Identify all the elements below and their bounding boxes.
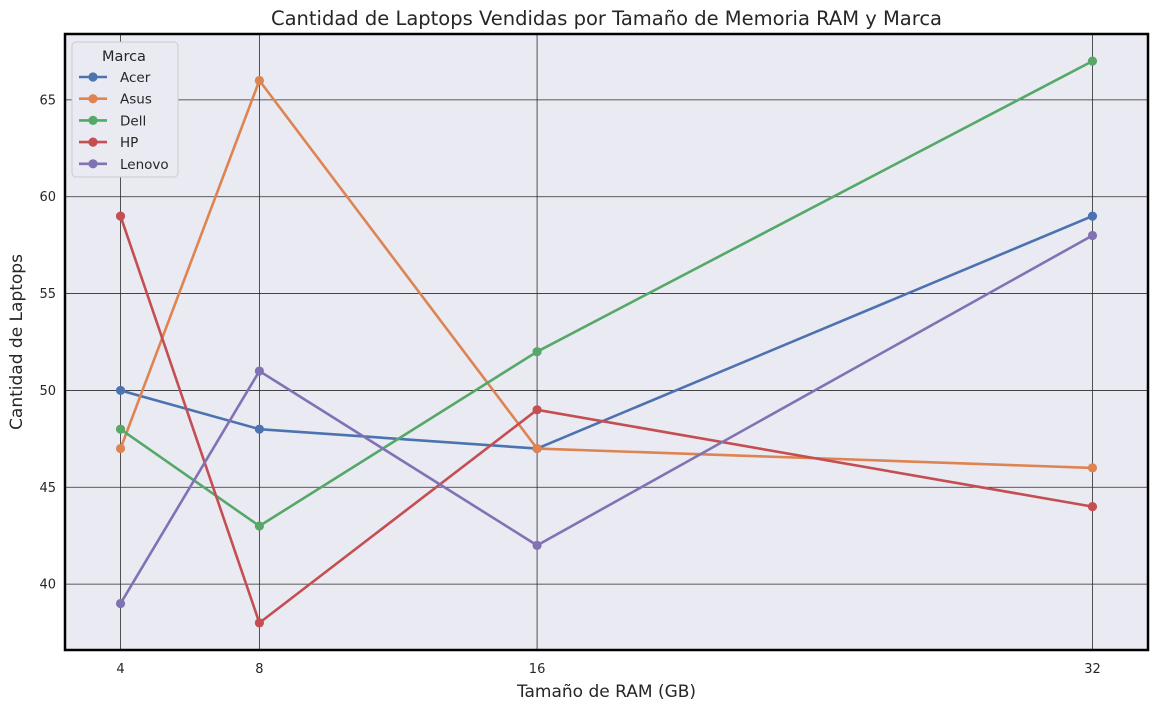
legend-label: Asus bbox=[120, 92, 152, 108]
y-tick-label: 55 bbox=[39, 287, 56, 302]
data-point bbox=[532, 443, 542, 454]
x-tick-label: 32 bbox=[1084, 662, 1101, 677]
x-tick-label: 4 bbox=[116, 662, 124, 677]
legend-title: Marca bbox=[102, 49, 146, 65]
x-axis-ticks: 4 8 16 32 bbox=[116, 662, 1100, 677]
series-line bbox=[119, 59, 1094, 528]
data-point bbox=[1087, 502, 1098, 512]
y-tick-label: 65 bbox=[39, 93, 56, 108]
series-dell bbox=[115, 56, 1098, 531]
data-point bbox=[254, 618, 264, 628]
series-lenovo bbox=[115, 230, 1098, 609]
data-point bbox=[1087, 56, 1098, 66]
series-lines bbox=[115, 56, 1098, 628]
y-tick-label: 60 bbox=[39, 190, 56, 205]
data-point bbox=[532, 405, 542, 415]
legend-item-hp: HP bbox=[79, 135, 138, 151]
x-tick-label: 8 bbox=[255, 662, 263, 677]
legend-marker bbox=[88, 94, 98, 104]
data-point bbox=[115, 598, 126, 609]
plot-frame bbox=[63, 32, 1150, 652]
data-point bbox=[115, 385, 126, 396]
y-axis-title: Cantidad de Laptops bbox=[7, 254, 27, 430]
data-point bbox=[1087, 230, 1098, 241]
data-point bbox=[254, 521, 264, 531]
legend-item-lenovo: Lenovo bbox=[79, 157, 169, 173]
chart-title: Cantidad de Laptops Vendidas por Tamaño … bbox=[271, 7, 942, 30]
legend-label: Lenovo bbox=[120, 157, 169, 173]
legend-item-asus: Asus bbox=[79, 92, 152, 108]
data-point bbox=[115, 424, 126, 434]
y-axis-ticks: 40 45 50 55 60 65 bbox=[39, 93, 56, 592]
legend: Marca Acer Asus Dell HP Lenovo bbox=[71, 41, 179, 178]
legend-label: HP bbox=[120, 135, 138, 151]
data-point bbox=[115, 211, 126, 221]
data-point bbox=[254, 75, 264, 86]
x-tick-label: 16 bbox=[529, 662, 546, 677]
legend-marker bbox=[88, 137, 98, 147]
data-point bbox=[1087, 211, 1098, 221]
data-point bbox=[1087, 463, 1098, 473]
legend-marker bbox=[88, 72, 98, 82]
legend-label: Dell bbox=[120, 113, 146, 129]
y-tick-label: 50 bbox=[39, 384, 56, 399]
data-point bbox=[254, 424, 264, 434]
data-point bbox=[115, 443, 126, 454]
legend-items: Acer Asus Dell HP Lenovo bbox=[79, 70, 169, 173]
legend-item-acer: Acer bbox=[79, 70, 151, 86]
legend-marker bbox=[88, 115, 98, 125]
data-point bbox=[254, 366, 264, 376]
y-tick-label: 40 bbox=[39, 578, 56, 593]
series-line bbox=[119, 214, 1094, 625]
y-tick-label: 45 bbox=[39, 481, 56, 496]
data-point bbox=[532, 347, 542, 357]
plot-area bbox=[65, 34, 1148, 650]
x-axis-title: Tamaño de RAM (GB) bbox=[516, 682, 696, 702]
series-line bbox=[119, 234, 1094, 605]
series-hp bbox=[115, 211, 1098, 628]
data-point bbox=[532, 540, 542, 550]
legend-marker bbox=[88, 159, 98, 169]
legend-item-dell: Dell bbox=[79, 113, 146, 129]
legend-label: Acer bbox=[120, 70, 151, 86]
